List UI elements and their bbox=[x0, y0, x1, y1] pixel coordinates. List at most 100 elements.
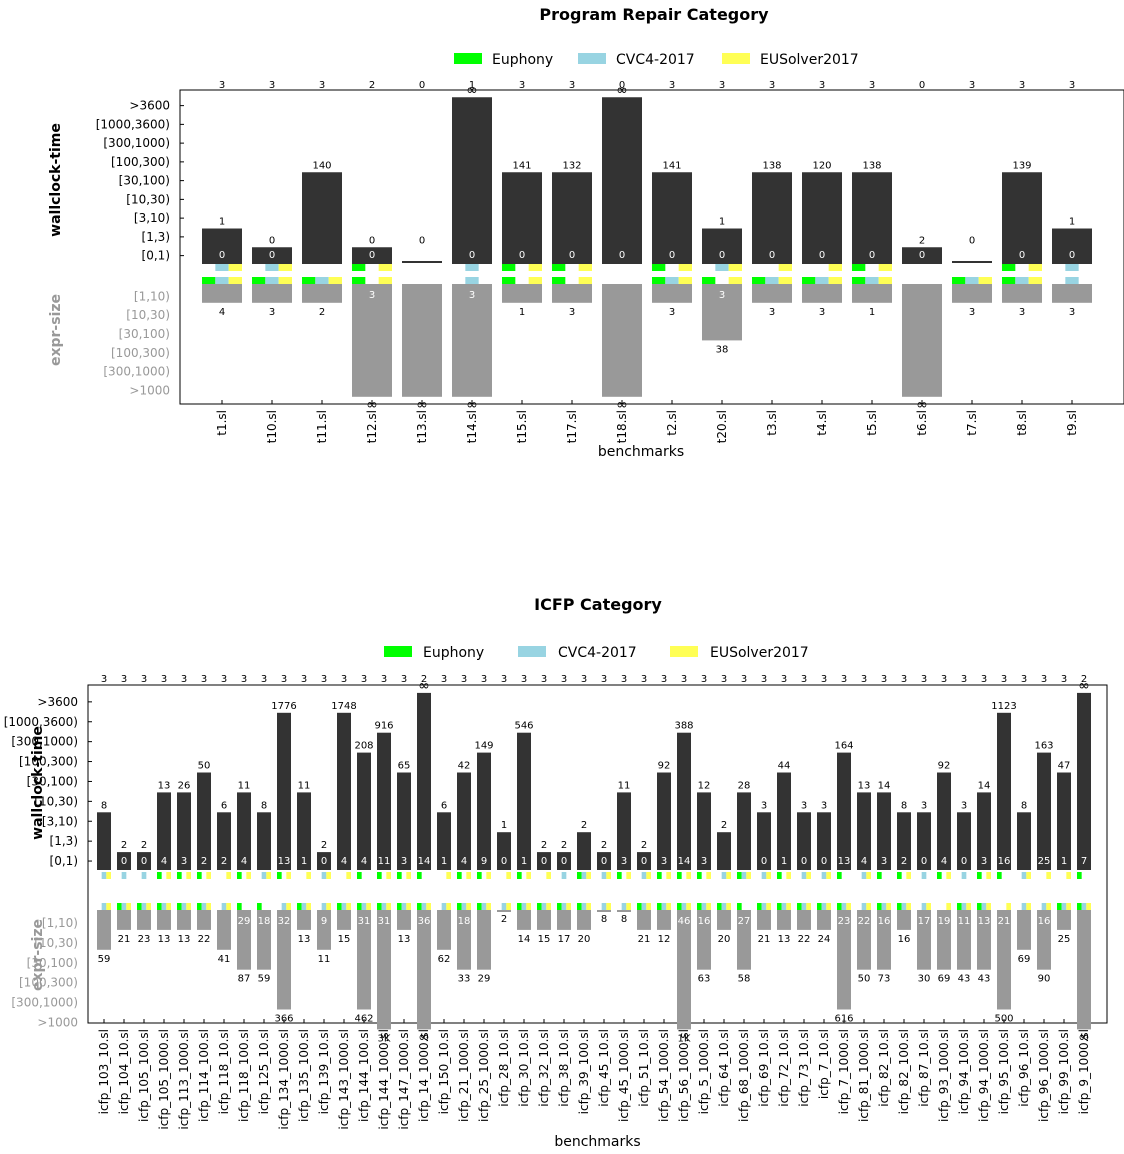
size-tick-label: [30,100) bbox=[27, 956, 78, 970]
time-inner-label: 3 bbox=[661, 856, 667, 867]
time-solver-mark bbox=[677, 872, 682, 879]
size-solver-mark bbox=[537, 903, 542, 910]
size-value-label: ∞ bbox=[466, 397, 478, 413]
time-bar bbox=[857, 792, 871, 870]
time-value-label: 2 bbox=[321, 840, 327, 851]
time-solver-mark bbox=[286, 872, 291, 879]
time-value-label: 1 bbox=[219, 217, 225, 228]
size-value-label: 21 bbox=[638, 934, 651, 945]
size-solver-mark bbox=[761, 903, 767, 910]
x-tick-label: icfp_68_1000.sl bbox=[737, 1029, 751, 1122]
benchmark-column: 3 t17.sl 132 0 3 bbox=[552, 80, 592, 443]
size-value-label: 1K bbox=[678, 1033, 691, 1044]
size-solver-mark bbox=[206, 903, 211, 910]
time-bar bbox=[297, 792, 311, 870]
size-solver-mark bbox=[546, 903, 551, 910]
time-bar bbox=[652, 172, 692, 264]
solved-count-label: 3 bbox=[701, 674, 707, 685]
size-solver-mark bbox=[197, 903, 202, 910]
time-value-label: 92 bbox=[658, 761, 671, 772]
time-solver-mark bbox=[101, 872, 107, 879]
x-tick-label: icfp_38_10.sl bbox=[557, 1029, 571, 1107]
size-solver-mark bbox=[466, 903, 471, 910]
size-solver-mark bbox=[186, 903, 191, 910]
size-bar bbox=[997, 910, 1011, 1010]
chart-title: Program Repair Category bbox=[539, 5, 769, 24]
size-value-label: 8 bbox=[621, 914, 627, 925]
size-solver-mark bbox=[397, 903, 402, 910]
time-bar bbox=[677, 732, 691, 870]
time-bar bbox=[417, 692, 431, 870]
time-inner-label: 0 bbox=[269, 250, 275, 261]
size-solver-mark bbox=[506, 903, 511, 910]
time-inner-label: 0 bbox=[541, 856, 547, 867]
solved-count-label: 3 bbox=[121, 674, 127, 685]
solved-count-label: 3 bbox=[541, 674, 547, 685]
benchmark-column: 3 icfp_56_1000.sl 388 14 1K 46 bbox=[674, 674, 693, 1122]
size-solver-mark bbox=[341, 903, 347, 910]
size-solver-mark bbox=[106, 903, 111, 910]
size-solver-mark bbox=[1077, 903, 1082, 910]
benchmark-column: 3 icfp_21_1000.sl 42 4 33 18 bbox=[457, 674, 471, 1122]
x-tick-label: t20.sl bbox=[715, 410, 729, 443]
time-inner-label: 0 bbox=[641, 856, 647, 867]
size-bar bbox=[852, 284, 892, 303]
size-solver-mark bbox=[502, 277, 516, 284]
size-bar bbox=[652, 284, 692, 303]
x-tick-label: icfp_95_100.sl bbox=[997, 1029, 1011, 1114]
size-solver-mark bbox=[486, 903, 491, 910]
x-tick-label: icfp_144_100.sl bbox=[357, 1029, 371, 1122]
size-inner-label: 9 bbox=[321, 916, 327, 927]
time-inner-label: 3 bbox=[881, 856, 887, 867]
plot-frame bbox=[179, 89, 1124, 405]
size-tick-label: [300,1000) bbox=[11, 996, 78, 1010]
size-solver-mark bbox=[797, 903, 802, 910]
x-tick-label: t2.sl bbox=[665, 410, 679, 436]
time-bar bbox=[1052, 228, 1092, 264]
time-solver-mark bbox=[706, 872, 711, 879]
time-solver-mark bbox=[106, 872, 111, 879]
solved-count-label: 3 bbox=[719, 80, 725, 91]
size-solver-mark bbox=[215, 277, 229, 284]
time-tick-label: [3,10) bbox=[42, 814, 78, 828]
x-tick-label: icfp_54_1000.sl bbox=[657, 1029, 671, 1122]
benchmark-column: 3 icfp_82_100.sl 8 2 16 bbox=[897, 674, 911, 1114]
time-value-label: 14 bbox=[878, 780, 891, 791]
time-tick-label: >3600 bbox=[129, 99, 170, 113]
size-bar bbox=[937, 910, 951, 970]
solved-count-label: 3 bbox=[841, 674, 847, 685]
time-solver-mark bbox=[826, 872, 831, 879]
x-tick-label: t1.sl bbox=[215, 410, 229, 436]
time-inner-label: 0 bbox=[769, 250, 775, 261]
size-bar bbox=[917, 910, 931, 970]
benchmark-column: 3 icfp_28_10.sl 1 0 2 bbox=[497, 674, 511, 1107]
benchmark-column: 3 icfp_51_10.sl 2 0 21 bbox=[637, 674, 651, 1107]
size-tick-label: [300,1000) bbox=[103, 365, 170, 379]
time-bar bbox=[577, 832, 591, 870]
solved-count-label: 3 bbox=[1019, 80, 1025, 91]
time-tick-label: [1000,3600) bbox=[96, 117, 170, 131]
benchmark-column: 3 icfp_45_10.sl 2 0 8 bbox=[597, 674, 611, 1107]
size-solver-mark bbox=[681, 903, 687, 910]
time-inner-label: 13 bbox=[838, 856, 851, 867]
size-solver-mark bbox=[757, 903, 762, 910]
solved-count-label: 3 bbox=[981, 674, 987, 685]
time-inner-label: 0 bbox=[801, 856, 807, 867]
legend-label-2: EUSolver2017 bbox=[760, 52, 859, 68]
solved-count-label: 3 bbox=[519, 80, 525, 91]
time-inner-label: 0 bbox=[819, 250, 825, 261]
x-tick-label: icfp_143_1000.sl bbox=[337, 1029, 351, 1130]
size-bar bbox=[217, 910, 231, 950]
size-solver-mark bbox=[315, 277, 329, 284]
time-solver-mark bbox=[506, 872, 511, 879]
time-bar bbox=[702, 228, 742, 264]
time-inner-label: 4 bbox=[341, 856, 347, 867]
time-solver-mark bbox=[1002, 264, 1016, 271]
time-value-label: 11 bbox=[238, 780, 251, 791]
legend-label-2: EUSolver2017 bbox=[710, 645, 809, 661]
size-solver-mark bbox=[841, 903, 847, 910]
time-value-label: 164 bbox=[834, 741, 853, 752]
size-bar bbox=[317, 910, 331, 950]
